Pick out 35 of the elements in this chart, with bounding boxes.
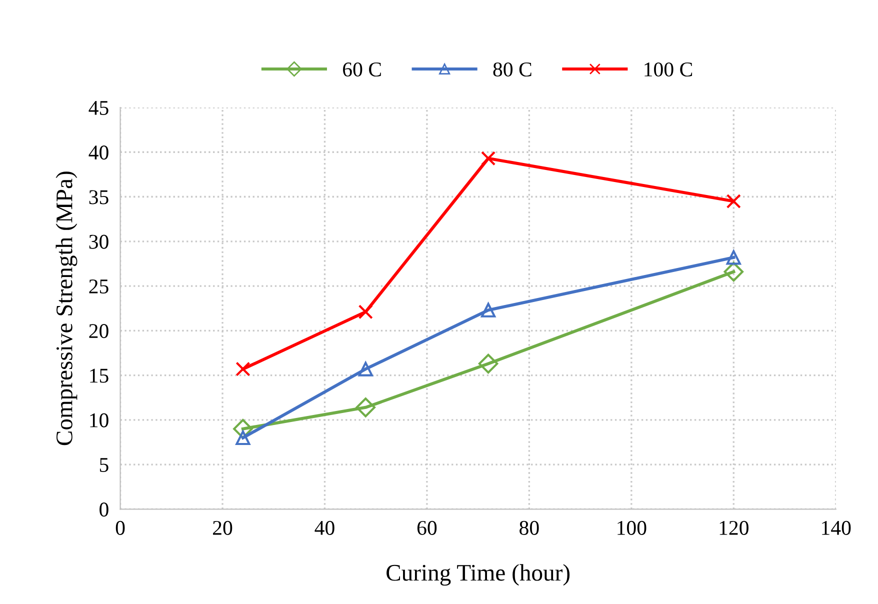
point bbox=[358, 304, 373, 320]
y-tick-label: 40 bbox=[88, 146, 108, 160]
point bbox=[478, 354, 498, 374]
y-tick-label: 10 bbox=[90, 413, 108, 428]
y-axis-title: Compressive Strength (MPa) bbox=[56, 172, 78, 446]
y-tick-label: 30 bbox=[89, 234, 108, 249]
y-tick-label: 25 bbox=[89, 279, 108, 294]
y-tick-label: 35 bbox=[89, 190, 108, 204]
y-tick-label: 20 bbox=[89, 324, 108, 338]
x-tick-label: 20 bbox=[213, 520, 232, 535]
legend-label: 60 C bbox=[343, 62, 381, 76]
x-tick-label: 60 bbox=[417, 520, 437, 535]
point bbox=[481, 151, 496, 166]
point bbox=[236, 430, 250, 446]
point bbox=[726, 194, 741, 209]
point bbox=[358, 362, 373, 376]
legend-label: 100 C bbox=[644, 62, 692, 76]
point bbox=[356, 398, 376, 418]
x-tick-label: 40 bbox=[314, 520, 334, 535]
point bbox=[236, 362, 250, 376]
x-tick-label: 120 bbox=[720, 520, 748, 535]
x-tick-label: 100 bbox=[618, 520, 646, 535]
point bbox=[726, 250, 741, 265]
y-tick-label: 15 bbox=[90, 368, 108, 383]
point bbox=[481, 302, 496, 318]
x-tick-label: 0 bbox=[116, 520, 125, 535]
x-axis-title: Curing Time (hour) bbox=[386, 564, 570, 586]
point bbox=[724, 262, 744, 282]
y-tick-label: 45 bbox=[88, 101, 108, 115]
point bbox=[233, 418, 253, 439]
y-tick-label: 0 bbox=[100, 502, 108, 517]
y-tick-label: 5 bbox=[100, 458, 108, 472]
x-tick-label: 140 bbox=[822, 520, 851, 535]
legend-label: 80 C bbox=[493, 62, 532, 76]
x-tick-label: 80 bbox=[520, 520, 539, 535]
